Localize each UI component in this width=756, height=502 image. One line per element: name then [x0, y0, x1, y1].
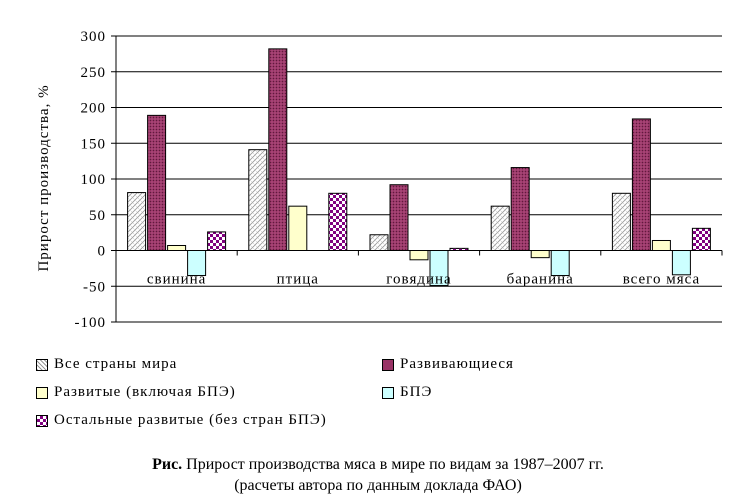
- bar-1-1: [127, 192, 147, 252]
- legend-item-developed: Развитые (включая БПЭ): [36, 384, 236, 401]
- bar-3-4: [530, 250, 550, 259]
- bar-2-4: [510, 167, 530, 251]
- y-axis-label: Прирост производства, %: [36, 84, 52, 271]
- y-tick-label: 300: [81, 29, 107, 45]
- bar-2-2: [268, 48, 288, 252]
- bar-5-5: [691, 227, 711, 252]
- bar-2-5: [631, 118, 651, 251]
- bar-1-2: [248, 149, 268, 251]
- legend-label: Развивающиеся: [400, 356, 514, 372]
- y-tick-label: 200: [81, 101, 107, 117]
- legend-swatch-other-developed: [36, 414, 48, 427]
- legend-item-developing: Развивающиеся: [382, 356, 514, 373]
- legend-item-bpe: БПЭ: [382, 384, 432, 401]
- legend-label: Все страны мира: [54, 356, 178, 372]
- caption-prefix: Рис.: [152, 456, 183, 473]
- bar-2-3: [389, 184, 409, 251]
- y-tick-label: 50: [89, 208, 106, 224]
- legend-label: Остальные развитые (без стран БПЭ): [54, 412, 327, 428]
- bar-1-4: [490, 205, 510, 251]
- bar-3-5: [651, 239, 671, 252]
- figure-caption-line1: Рис. Прирост производства мяса в мире по…: [0, 456, 756, 474]
- y-tick-label: -100: [75, 315, 107, 331]
- caption-text: Прирост производства мяса в мире по вида…: [182, 456, 604, 473]
- x-category-label: всего мяса: [623, 272, 700, 288]
- legend-item-all-countries: Все страны мира: [36, 356, 177, 373]
- bar-3-3: [409, 250, 429, 261]
- bar-1-3: [369, 234, 389, 252]
- legend-swatch-developed: [36, 386, 48, 399]
- legend-swatch-all-countries: [36, 358, 48, 371]
- x-category-label: птица: [277, 272, 319, 288]
- y-tick-label: 0: [98, 244, 107, 260]
- bar-3-1: [167, 244, 187, 251]
- bar-3-2: [288, 205, 308, 251]
- bar-2-1: [147, 114, 167, 251]
- bar-1-5: [611, 192, 631, 252]
- x-category-label: свинина: [147, 272, 207, 288]
- bar-chart: Прирост производства, % -100 -50 0 50 100 150…: [36, 29, 723, 331]
- figure-caption-line2: (расчеты автора по данным доклада ФАО): [234, 477, 522, 494]
- legend-item-other-developed: Остальные развитые (без стран БПЭ): [36, 412, 327, 429]
- legend-label: БПЭ: [400, 384, 433, 400]
- x-category-label: баранина: [507, 272, 574, 288]
- y-tick-label: 150: [81, 136, 107, 152]
- bar-5-1: [207, 231, 227, 252]
- legend-swatch-bpe: [382, 386, 394, 399]
- legend-label: Развитые (включая БПЭ): [54, 384, 236, 400]
- y-tick-label: 100: [81, 172, 107, 188]
- x-category-label: говядина: [386, 272, 451, 288]
- y-tick-label: 250: [81, 65, 107, 81]
- y-tick-label: -50: [83, 279, 106, 295]
- legend: Все страны мира Развивающиеся Развитые (…: [36, 354, 736, 434]
- legend-swatch-developing: [382, 358, 394, 371]
- bar-5-2: [328, 192, 348, 252]
